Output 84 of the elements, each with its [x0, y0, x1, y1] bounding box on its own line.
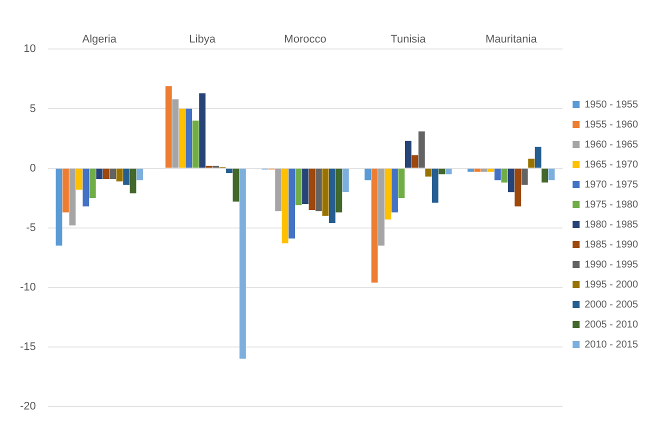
- legend-label: 2000 - 2005: [584, 299, 638, 310]
- bar: [481, 168, 488, 172]
- bar: [110, 168, 116, 179]
- legend-label: 2010 - 2015: [584, 339, 638, 350]
- x-tick-label: Libya: [189, 34, 216, 46]
- bar: [226, 168, 232, 174]
- bar: [548, 168, 555, 180]
- y-tick-label: -10: [20, 281, 36, 294]
- x-tick-label: Morocco: [284, 34, 326, 46]
- y-tick-label: 10: [24, 43, 36, 56]
- bar: [445, 168, 452, 174]
- y-tick-label: 0: [30, 162, 36, 174]
- x-tick-label: Mauritania: [485, 34, 538, 46]
- bar: [514, 168, 522, 206]
- bar: [488, 168, 494, 172]
- bar: [186, 108, 192, 168]
- bar: [474, 168, 481, 172]
- bar: [76, 168, 82, 190]
- bar: [102, 168, 110, 179]
- legend-label: 1970 - 1975: [584, 179, 638, 190]
- bar: [240, 168, 246, 359]
- bar: [130, 168, 136, 194]
- bar: [56, 168, 62, 246]
- legend-label: 1955 - 1960: [584, 119, 638, 130]
- bar: [316, 168, 322, 212]
- bar: [342, 168, 349, 192]
- bar: [542, 168, 548, 183]
- bar: [438, 168, 446, 174]
- bar: [468, 168, 474, 172]
- bar: [123, 168, 130, 185]
- bar: [192, 120, 199, 168]
- bar: [508, 168, 514, 192]
- bar: [328, 168, 336, 224]
- bar: [282, 168, 288, 244]
- bar: [308, 168, 316, 210]
- bar: [534, 146, 542, 168]
- bar: [295, 168, 302, 206]
- legend-label: 2005 - 2010: [584, 319, 638, 330]
- bar: [432, 168, 438, 203]
- bar: [82, 168, 90, 206]
- bar: [392, 168, 398, 212]
- bar: [398, 168, 405, 198]
- legend-label: 1975 - 1980: [584, 199, 638, 210]
- legend-label: 1990 - 1995: [584, 259, 638, 270]
- bar: [69, 168, 76, 226]
- y-tick-label: -20: [20, 400, 36, 412]
- bar: [116, 168, 123, 182]
- legend-label: 1965 - 1970: [584, 159, 638, 170]
- bar: [364, 168, 372, 180]
- bar: [384, 168, 392, 220]
- bar: [501, 168, 508, 183]
- bar: [302, 168, 308, 204]
- bar: [322, 168, 329, 216]
- bar: [425, 168, 432, 177]
- bar: [378, 168, 384, 246]
- bar: [528, 158, 535, 168]
- bar: [96, 168, 103, 179]
- legend-label: 1985 - 1990: [584, 239, 638, 250]
- bar: [418, 131, 425, 168]
- legend-label: 1960 - 1965: [584, 139, 638, 150]
- bar: [232, 168, 240, 202]
- bar: [165, 86, 172, 168]
- bar: [178, 108, 186, 168]
- bar: [371, 168, 378, 283]
- x-tick-label: Algeria: [82, 34, 118, 46]
- bar: [405, 140, 412, 168]
- y-tick-label: -15: [20, 340, 36, 353]
- legend-label: 1980 - 1985: [584, 219, 638, 230]
- bar: [412, 155, 418, 168]
- x-tick-label: Tunisia: [390, 34, 427, 46]
- bar: [288, 168, 295, 239]
- y-tick-label: 5: [30, 102, 36, 115]
- legend-label: 1995 - 2000: [584, 279, 638, 290]
- bar: [62, 168, 69, 212]
- bar: [521, 168, 528, 185]
- y-tick-label: -5: [26, 222, 36, 234]
- bar: [494, 168, 501, 180]
- legend-label: 1950 - 1955: [584, 99, 638, 110]
- bar: [336, 168, 342, 212]
- bar: [172, 99, 179, 168]
- bar: [89, 168, 96, 198]
- bar: [275, 168, 282, 212]
- bar: [136, 168, 143, 180]
- bar: [199, 93, 206, 168]
